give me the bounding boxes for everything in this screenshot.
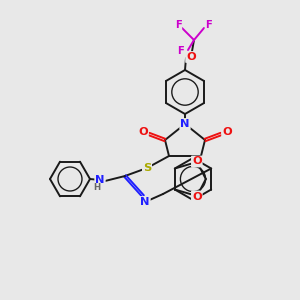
Text: O: O — [186, 52, 196, 62]
Text: O: O — [138, 127, 148, 137]
Text: O: O — [192, 191, 202, 202]
Text: N: N — [140, 197, 150, 207]
Text: F: F — [178, 46, 184, 56]
Text: N: N — [95, 175, 105, 185]
Text: F: F — [175, 20, 182, 30]
Text: S: S — [143, 163, 151, 173]
Text: N: N — [180, 119, 190, 129]
Text: O: O — [192, 157, 202, 166]
Text: F: F — [206, 20, 212, 30]
Text: H: H — [93, 184, 100, 193]
Text: O: O — [222, 127, 232, 137]
